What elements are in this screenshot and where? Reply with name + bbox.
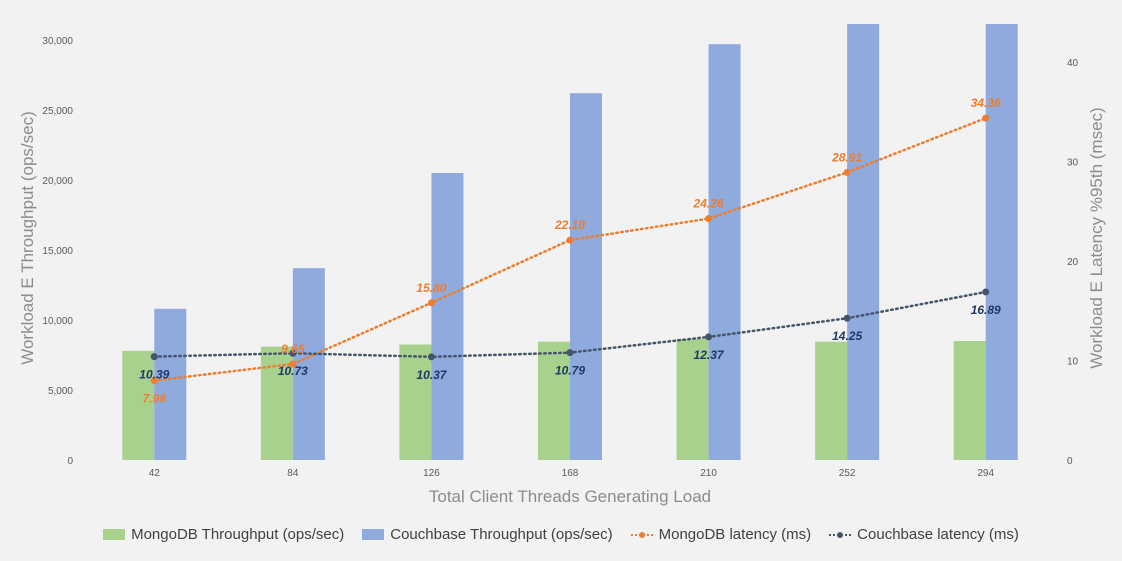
point-mongodb-latency <box>982 114 990 122</box>
bar-mongodb-throughput <box>815 341 848 460</box>
data-label-couchbase-latency: 16.89 <box>971 303 1001 317</box>
legend-item-mongodb-latency: MongoDB latency (ms) <box>630 526 812 543</box>
y2-tick-label: 0 <box>1067 456 1073 467</box>
point-couchbase-latency <box>566 349 574 357</box>
point-couchbase-latency <box>289 349 297 357</box>
data-label-mongodb-latency: 24.26 <box>693 197 724 211</box>
x-tick-label: 252 <box>839 468 856 479</box>
y-tick-label: 20,000 <box>42 176 73 187</box>
point-mongodb-latency <box>289 360 297 368</box>
x-tick-label: 126 <box>423 468 440 479</box>
x-tick-label: 168 <box>562 468 579 479</box>
point-mongodb-latency <box>427 299 435 307</box>
bar-mongodb-throughput <box>676 338 709 460</box>
bars <box>122 24 1018 460</box>
y-tick-label: 30,000 <box>42 36 73 47</box>
data-label-couchbase-latency: 10.79 <box>555 364 585 378</box>
data-label-couchbase-latency: 10.73 <box>278 364 308 378</box>
chart-plot: 0 5,000 10,000 15,000 20,000 25,000 30,000 0 10… <box>18 24 1106 506</box>
bar-couchbase-throughput <box>431 173 464 460</box>
y-tick-label: 15,000 <box>42 246 73 257</box>
legend-label-couchbase-throughput: Couchbase Throughput (ops/sec) <box>390 526 613 543</box>
x-tick-label: 42 <box>149 468 161 479</box>
y-axis-title: Workload E Throughput (ops/sec) <box>18 111 37 365</box>
point-mongodb-latency <box>150 377 158 385</box>
legend-swatch-couchbase-throughput <box>362 529 385 540</box>
data-label-couchbase-latency: 14.25 <box>832 329 862 343</box>
y2-tick-label: 30 <box>1067 158 1079 169</box>
right-axis-ticks: 0 10 20 30 40 <box>1067 58 1079 467</box>
point-mongodb-latency <box>705 215 713 223</box>
x-tick-label: 294 <box>977 468 994 479</box>
data-label-couchbase-latency: 12.37 <box>694 348 725 362</box>
left-axis-ticks: 0 5,000 10,000 15,000 20,000 25,000 30,000 <box>42 36 73 467</box>
bar-mongodb-throughput <box>399 344 432 460</box>
y-tick-label: 10,000 <box>42 316 73 327</box>
legend-label-mongodb-latency: MongoDB latency (ms) <box>658 526 812 543</box>
bar-couchbase-throughput <box>847 24 880 460</box>
y2-axis-title: Workload E Latency %95th (msec) <box>1087 107 1106 368</box>
x-axis-title: Total Client Threads Generating Load <box>429 487 711 506</box>
legend-item-couchbase-throughput: Couchbase Throughput (ops/sec) <box>362 526 613 543</box>
bar-mongodb-throughput <box>122 350 155 460</box>
legend-item-couchbase-latency: Couchbase latency (ms) <box>829 526 1019 543</box>
legend: MongoDB Throughput (ops/sec) Couchbase T… <box>0 526 1122 543</box>
legend-swatch-mongodb-latency <box>630 529 653 541</box>
bar-mongodb-throughput <box>538 341 570 460</box>
y2-tick-label: 20 <box>1067 257 1079 268</box>
data-label-mongodb-latency: 22.10 <box>554 218 585 232</box>
legend-label-mongodb-throughput: MongoDB Throughput (ops/sec) <box>131 526 345 543</box>
bar-couchbase-throughput <box>985 24 1018 460</box>
x-tick-label: 210 <box>700 468 717 479</box>
data-label-mongodb-latency: 15.80 <box>416 281 446 295</box>
bar-couchbase-throughput <box>154 308 187 460</box>
point-couchbase-latency <box>150 353 158 361</box>
legend-label-couchbase-latency: Couchbase latency (ms) <box>857 526 1019 543</box>
bar-couchbase-throughput <box>292 268 325 460</box>
y-tick-label: 25,000 <box>42 106 73 117</box>
data-label-mongodb-latency: 28.91 <box>831 150 862 164</box>
bar-mongodb-throughput <box>260 346 293 460</box>
y-tick-label: 0 <box>67 456 73 467</box>
legend-swatch-mongodb-throughput <box>103 529 126 540</box>
point-couchbase-latency <box>982 288 990 296</box>
data-label-couchbase-latency: 10.39 <box>139 368 169 382</box>
data-label-mongodb-latency: 34.36 <box>971 96 1001 110</box>
data-labels: 7.98 9.65 15.80 22.10 24.26 28.91 34.36 10.39 10… <box>139 96 1001 405</box>
bar-couchbase-throughput <box>570 93 602 460</box>
legend-swatch-couchbase-latency <box>829 529 852 541</box>
data-label-couchbase-latency: 10.37 <box>416 368 447 382</box>
y-tick-label: 5,000 <box>48 386 73 397</box>
point-mongodb-latency <box>843 168 851 176</box>
bar-mongodb-throughput <box>953 341 986 460</box>
point-mongodb-latency <box>566 236 574 244</box>
data-label-mongodb-latency: 7.98 <box>143 392 167 406</box>
x-axis-ticks: 42 84 126 168 210 252 294 <box>149 468 995 479</box>
y2-tick-label: 40 <box>1067 58 1079 69</box>
points <box>150 114 990 385</box>
legend-item-mongodb-throughput: MongoDB Throughput (ops/sec) <box>103 526 344 543</box>
bar-couchbase-throughput <box>708 44 741 460</box>
data-label-mongodb-latency: 9.65 <box>281 342 305 356</box>
y2-tick-label: 10 <box>1067 357 1079 368</box>
point-couchbase-latency <box>843 314 851 322</box>
x-tick-label: 84 <box>287 468 299 479</box>
point-couchbase-latency <box>427 353 435 361</box>
point-couchbase-latency <box>705 333 713 341</box>
